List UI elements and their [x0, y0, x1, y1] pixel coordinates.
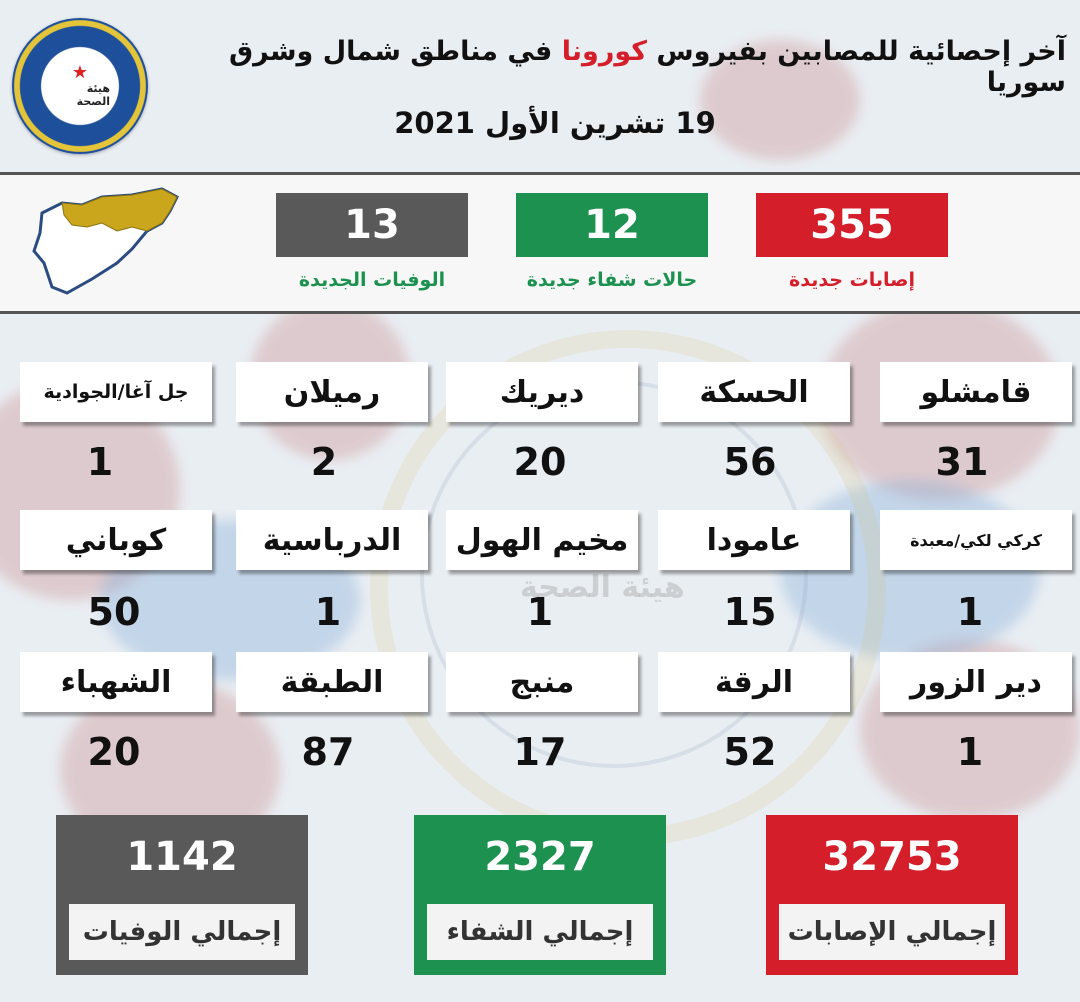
region-card-deir-ez-zor: دير الزور: [880, 652, 1072, 712]
region-card-manbij: منبج: [446, 652, 638, 712]
title-highlight: كورونا: [561, 36, 647, 67]
new-recoveries-label: حالات شفاء جديدة: [526, 269, 698, 291]
region-count-kobani: 50: [87, 590, 141, 634]
region-card-derik: ديريك: [446, 362, 638, 422]
region-count-al-hol-camp: 1: [526, 590, 554, 634]
region-count-raqqa: 52: [723, 730, 777, 774]
syria-map-icon: [32, 187, 179, 295]
total-deaths-label: إجمالي الوفيات: [69, 904, 295, 960]
watermark-text: هيئة الصحة: [520, 570, 685, 605]
total-cases-panel: 32753 إجمالي الإصابات: [766, 815, 1018, 975]
region-card-darbasiyah: الدرباسية: [236, 510, 428, 570]
region-count-amuda: 15: [723, 590, 777, 634]
region-card-qamishli: قامشلو: [880, 362, 1072, 422]
region-card-kerki-lege: كركي لكي/معبدة: [880, 510, 1072, 570]
region-card-shahba: الشهباء: [20, 652, 212, 712]
region-card-al-hol-camp: مخيم الهول: [446, 510, 638, 570]
region-count-tabqa: 87: [301, 730, 355, 774]
title-part2: في مناطق شمال وشرق سوريا: [229, 36, 1066, 98]
region-card-hasakah: الحسكة: [658, 362, 850, 422]
total-recoveries-panel: 2327 إجمالي الشفاء: [414, 815, 666, 975]
title-part1: آخر إحصائية للمصابين بفيروس: [656, 36, 1066, 67]
region-card-kobani: كوباني: [20, 510, 212, 570]
page-title: آخر إحصائية للمصابين بفيروس كورونا في من…: [166, 36, 1066, 98]
total-deaths-value: 1142: [126, 834, 238, 880]
region-count-darbasiyah: 1: [314, 590, 342, 634]
region-card-jal-agha: جل آغا/الجوادية: [20, 362, 212, 422]
star-icon: ★: [71, 62, 89, 83]
total-deaths-panel: 1142 إجمالي الوفيات: [56, 815, 308, 975]
region-count-shahba: 20: [87, 730, 141, 774]
new-recoveries-box: 12: [516, 193, 708, 257]
new-deaths-box: 13: [276, 193, 468, 257]
region-count-deir-ez-zor: 1: [956, 730, 984, 774]
report-date: 19 تشرين الأول 2021: [394, 106, 716, 140]
total-recoveries-value: 2327: [484, 834, 596, 880]
region-card-rmelan: رميلان: [236, 362, 428, 422]
total-recoveries-label: إجمالي الشفاء: [427, 904, 653, 960]
region-count-jal-agha: 1: [86, 440, 114, 484]
health-authority-logo: ★ هيئة الصحة: [12, 18, 148, 154]
new-deaths-label: الوفيات الجديدة: [298, 269, 446, 291]
region-count-qamishli: 31: [935, 440, 989, 484]
region-count-derik: 20: [513, 440, 567, 484]
daily-stats-band: 355 إصابات جديدة 12 حالات شفاء جديدة 13 …: [0, 172, 1080, 314]
total-cases-label: إجمالي الإصابات: [779, 904, 1005, 960]
region-card-tabqa: الطبقة: [236, 652, 428, 712]
new-cases-label: إصابات جديدة: [789, 269, 915, 291]
region-count-rmelan: 2: [310, 440, 338, 484]
region-count-manbij: 17: [513, 730, 567, 774]
total-cases-value: 32753: [822, 834, 962, 880]
logo-label: هيئة الصحة: [76, 82, 110, 108]
region-card-amuda: عامودا: [658, 510, 850, 570]
region-count-kerki-lege: 1: [956, 590, 984, 634]
region-card-raqqa: الرقة: [658, 652, 850, 712]
region-count-hasakah: 56: [723, 440, 777, 484]
new-cases-box: 355: [756, 193, 948, 257]
